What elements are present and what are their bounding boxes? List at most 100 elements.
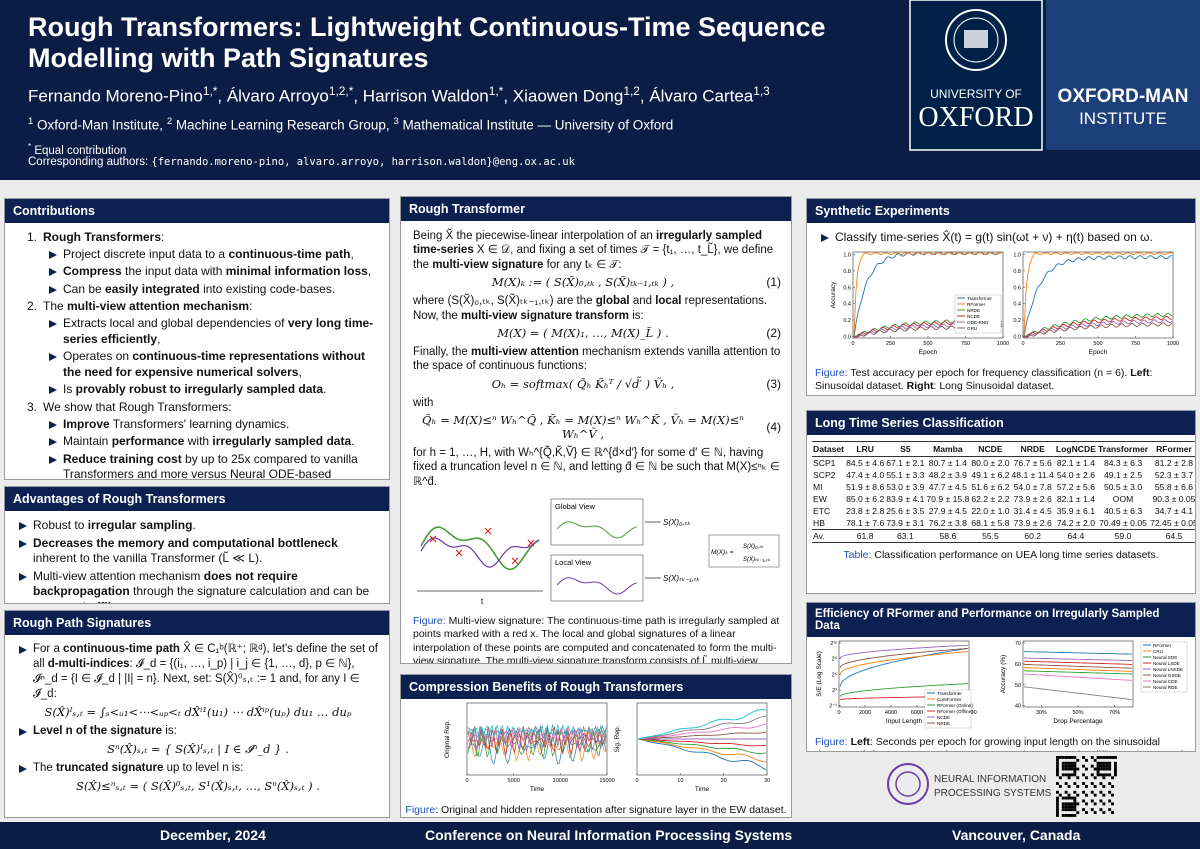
list-item: 3. We show that Rough Transformers: Improv… xyxy=(27,400,379,479)
multi-view-figure: t Global View Local View S(X)₀,ₜₖ S(X)ₜₖ₋₁,ₜ… xyxy=(417,498,780,606)
x-tick-label: 0 xyxy=(1021,341,1024,347)
sup-run: * xyxy=(28,142,32,151)
legend-label: Transformer xyxy=(967,295,992,300)
qr-cell xyxy=(1056,796,1059,800)
signatures-body: For a continuous-time path X̂ ∈ C₁ᵇ(ℝ⁺; … xyxy=(5,635,389,801)
matrix-lhs: M(X)ₖ = xyxy=(711,549,734,556)
qr-cell xyxy=(1070,767,1074,771)
qr-cell xyxy=(1073,764,1077,768)
local-signature: S(X)ₜₖ₋₁,ₜₖ xyxy=(663,574,700,583)
curve xyxy=(467,726,607,748)
table-cell: 72.45 ± 0.05 xyxy=(1150,518,1196,528)
column-header: NCDE xyxy=(970,441,1011,457)
footer-conference: Conference on Neural Information Process… xyxy=(425,827,793,843)
curve xyxy=(467,724,607,741)
matrix-box xyxy=(708,534,780,568)
qr-cell xyxy=(1073,814,1077,817)
y-tick-label: 2¹² xyxy=(830,641,837,647)
equation: Oₕ = softmax( Q̃ₕ K̃ₕᵀ / √d̃′ ) Ṽₕ , xyxy=(491,376,675,391)
curve xyxy=(839,683,969,697)
curve xyxy=(1024,663,1132,669)
contributions-body: 1. Rough Transformers: Project discrete in… xyxy=(5,223,389,479)
x-tick-label: 0 xyxy=(837,710,840,716)
qr-cell xyxy=(1099,756,1103,759)
y-tick-label: 60 xyxy=(1015,662,1021,668)
qr-cell xyxy=(1058,756,1062,759)
text-run: Is xyxy=(63,382,76,397)
qr-cell xyxy=(1082,764,1085,768)
bold-run: Decreases the memory and computational b… xyxy=(33,535,338,550)
qr-cell xyxy=(1096,756,1100,759)
sup-run: 1,3 xyxy=(753,84,770,98)
curve xyxy=(853,252,1002,336)
text-run: into existing code-bases. xyxy=(199,281,336,296)
equation-number: (2) xyxy=(766,325,781,340)
bold-run: multi-view signature xyxy=(432,258,544,271)
bold-run: global xyxy=(595,295,630,308)
figure-caption: Figure: Original and hidden representati… xyxy=(401,804,791,817)
qr-cell xyxy=(1076,802,1080,806)
qr-cell xyxy=(1070,808,1074,812)
table-cell: OOM xyxy=(1112,494,1134,504)
table-cell: 78.1 ± 7.6 xyxy=(846,518,885,528)
bullet-item: Multi-view attention mechanism does not … xyxy=(17,568,379,603)
x-axis-label: Time xyxy=(695,786,710,793)
qr-cell xyxy=(1056,773,1059,777)
label-run: Figure: xyxy=(815,366,848,379)
oxford-logo-top: UNIVERSITY OF xyxy=(930,87,1022,101)
qr-cell xyxy=(1090,764,1094,768)
label-run: Figure: xyxy=(815,736,848,748)
text-run: For a xyxy=(33,643,64,655)
table-row: MI 51.9 ± 8.6 53.0 ± 3.9 47.7 ± 4.5 51.6 ± 6… xyxy=(812,481,1195,493)
classification-panel: Long Time Series Classification Dataset L… xyxy=(806,410,1196,594)
bullet-item: Reduce training cost by up to 25x compar… xyxy=(47,452,379,479)
qr-cell xyxy=(1099,773,1103,777)
qr-cell xyxy=(1090,773,1094,777)
qr-cell xyxy=(1073,802,1077,806)
qr-cell xyxy=(1114,756,1117,759)
x-tick-label: 250 xyxy=(1056,341,1065,347)
qr-cell xyxy=(1061,802,1065,806)
qr-cell xyxy=(1064,782,1068,785)
qr-cell xyxy=(1064,761,1068,765)
qr-cell xyxy=(1099,799,1103,803)
table-row: HB 78.1 ± 7.6 73.9 ± 3.1 76.2 ± 3.8 68.1 ± 5… xyxy=(812,517,1196,530)
curve xyxy=(637,738,767,771)
y-tick-label: 0.8 xyxy=(1013,269,1021,275)
table-cell: 76.2 ± 3.8 xyxy=(928,518,967,528)
qr-cell xyxy=(1056,764,1059,768)
qr-cell xyxy=(1056,814,1059,817)
section-title: Compression Benefits of Rough Transforme… xyxy=(401,675,791,699)
qr-cell xyxy=(1108,773,1112,777)
qr-cell xyxy=(1105,764,1109,768)
qr-cell xyxy=(1056,790,1059,794)
qr-cell xyxy=(1108,808,1112,812)
paragraph: Finally, the multi-view attention mechan… xyxy=(413,345,781,374)
footer: December, 2024 Conference on Neural Info… xyxy=(0,822,1200,849)
curve xyxy=(637,731,767,740)
results-table: Dataset LRU S5 Mamba NCDE NRDE LogNCDE Transfor… xyxy=(812,441,1196,543)
item-number: 1. xyxy=(27,230,38,244)
curve xyxy=(637,715,767,740)
poster-title: Rough Transformers: Lightweight Continuo… xyxy=(28,12,826,73)
qr-cell xyxy=(1102,773,1106,777)
text-run: Mathematical Institute — University of O… xyxy=(398,117,674,133)
qr-cell xyxy=(1058,785,1062,788)
qr-cell xyxy=(1070,802,1074,806)
bullet-item: Maintain performance with irregularly sa… xyxy=(47,434,379,450)
qr-cell xyxy=(1056,808,1059,812)
compression-panel: Compression Benefits of Rough Transforme… xyxy=(400,674,792,818)
text-run: Multi-view attention mechanism xyxy=(33,568,204,583)
qr-cell xyxy=(1064,764,1068,768)
text-run: , xyxy=(298,364,302,379)
x-tick-label: 50% xyxy=(1072,710,1083,716)
matrix-top: S(X)₀,ₜₖ xyxy=(743,544,764,550)
table-cell: 85.0 ± 6.2 xyxy=(846,494,885,504)
qr-cell xyxy=(1067,805,1071,809)
qr-cell xyxy=(1076,785,1080,788)
qr-cell xyxy=(1061,814,1065,817)
text-run: Can be xyxy=(63,281,106,296)
y-tick-label: 0.6 xyxy=(1013,285,1021,291)
qr-cell xyxy=(1114,773,1117,777)
